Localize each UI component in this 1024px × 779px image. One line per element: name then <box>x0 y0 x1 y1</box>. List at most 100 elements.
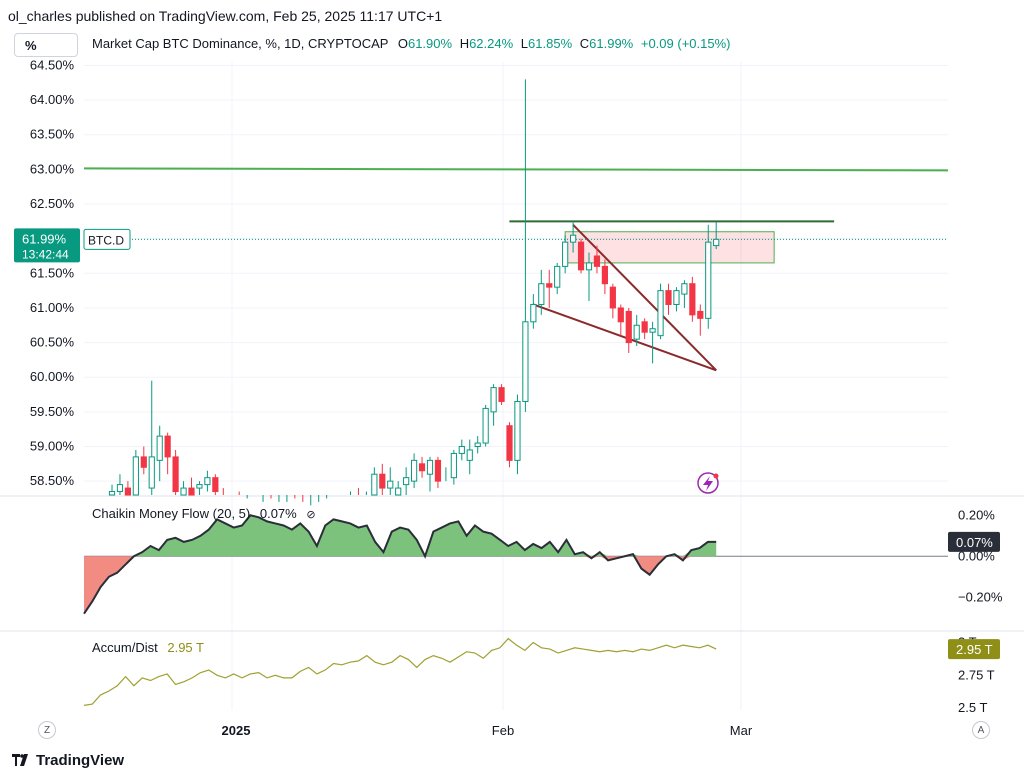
candle-body <box>156 435 163 461</box>
candle-body <box>522 321 529 402</box>
auto-scale-button[interactable]: A <box>972 721 990 739</box>
drawings-layer <box>83 167 949 372</box>
cmf-negative-area <box>84 556 717 614</box>
price-tick-label: 61.00% <box>30 300 75 315</box>
candle <box>546 269 553 308</box>
candle-body <box>458 446 465 454</box>
candle <box>514 394 521 475</box>
cmf-positive-area <box>84 515 717 557</box>
tradingview-logo-icon <box>12 753 30 770</box>
price-tick-label: 59.50% <box>30 404 75 419</box>
candle-body <box>450 452 457 479</box>
symbol-title[interactable]: Market Cap BTC Dominance, %, 1D, CRYPTOC… <box>92 36 389 51</box>
last-price-tag: 61.99%13:42:44 <box>14 228 80 263</box>
candle-body <box>395 487 402 496</box>
falling-wedge-lower-line <box>533 303 717 372</box>
ad-legend: Accum/Dist 2.95 T <box>92 640 204 655</box>
ad-value-tag-text: 2.95 T <box>956 642 993 657</box>
candle-body <box>403 477 410 486</box>
candle-body <box>371 473 378 496</box>
candle <box>585 252 593 302</box>
price-tags: 61.99%13:42:44 BTC.D 0.07% 2.95 T <box>14 228 1000 660</box>
cmf-pane: 0.20% 0.00% −0.20% <box>83 507 1003 615</box>
candle-body <box>204 477 211 486</box>
hide-eye-icon[interactable]: ⊘ <box>306 509 316 521</box>
candle <box>649 321 656 364</box>
price-tick-label: 62.50% <box>30 196 75 211</box>
candle-body <box>673 290 680 305</box>
candle-body <box>498 387 505 402</box>
candle-body <box>641 321 648 333</box>
candle <box>474 436 481 454</box>
candle-body <box>196 484 203 489</box>
candle-body <box>466 449 473 461</box>
high-value: 62.24% <box>469 36 514 51</box>
footer-brand-text: TradingView <box>36 752 125 769</box>
candle <box>387 467 394 495</box>
footer-brand: TradingView <box>12 752 124 770</box>
low-value: 61.85% <box>528 36 573 51</box>
candle-body <box>625 310 632 344</box>
symbol-legend: Market Cap BTC Dominance, %, 1D, CRYPTOC… <box>92 36 730 51</box>
candle-body <box>681 283 688 295</box>
lightning-icon <box>697 472 719 494</box>
zoom-left-button[interactable]: Z <box>38 721 56 739</box>
candle-body <box>609 286 616 309</box>
cmf-tick-label: −0.20% <box>958 589 1003 604</box>
close-value: 61.99% <box>589 36 634 51</box>
candle <box>450 449 457 485</box>
ad-line <box>83 637 717 706</box>
cmf-title[interactable]: Chaikin Money Flow (20, 5) <box>92 506 251 521</box>
open-label: O <box>397 36 408 51</box>
candle-body <box>148 456 155 489</box>
ad-value-tag: 2.95 T <box>948 639 1000 660</box>
candle <box>522 79 529 412</box>
candle <box>538 269 545 315</box>
candle <box>625 307 632 353</box>
candle-body <box>490 387 497 413</box>
candle-body <box>482 407 489 444</box>
open-value: 61.90% <box>407 36 453 51</box>
cmf-tick-label: 0.00% <box>958 548 995 563</box>
price-tick-label: 63.50% <box>30 127 75 142</box>
candle-body <box>697 310 704 319</box>
candle-body <box>713 238 720 247</box>
candle <box>506 422 513 468</box>
candle <box>411 453 418 489</box>
candle-body <box>601 265 608 285</box>
candle <box>705 224 712 329</box>
candle <box>204 470 211 492</box>
change-value: +0.09 (+0.15%) <box>640 36 731 51</box>
candle-body <box>132 456 139 496</box>
candle <box>132 449 139 496</box>
candle <box>148 380 155 495</box>
scale-percent-button[interactable]: % <box>14 33 78 57</box>
price-tick-label: 64.50% <box>30 57 75 72</box>
ad-title[interactable]: Accum/Dist <box>92 640 158 655</box>
last-price-tag-countdown: 13:42:44 <box>22 247 69 261</box>
candle <box>403 467 410 495</box>
candle-body <box>633 324 640 340</box>
symbol-tag-text: BTC.D <box>88 233 124 247</box>
candle-body <box>657 290 664 337</box>
candle <box>673 287 680 312</box>
last-price-tag-bg <box>14 228 80 263</box>
cmf-tick-label: 0.20% <box>958 507 995 522</box>
candle-body <box>418 463 426 472</box>
candle <box>164 432 171 475</box>
ad-pane: 3 T2.75 T2.5 T <box>83 635 995 715</box>
candle <box>196 481 203 495</box>
candle <box>498 384 505 405</box>
lightning-icon-bolt <box>703 476 713 491</box>
candle <box>633 314 640 347</box>
candle-body <box>593 255 601 267</box>
cmf-value-tag-text: 0.07% <box>956 535 993 550</box>
candle-body <box>554 265 561 288</box>
candle-body <box>212 477 219 493</box>
candle <box>562 235 569 274</box>
candle <box>395 481 402 496</box>
candle <box>434 456 442 489</box>
price-tick-label: 60.00% <box>30 369 75 384</box>
candle <box>140 446 147 475</box>
